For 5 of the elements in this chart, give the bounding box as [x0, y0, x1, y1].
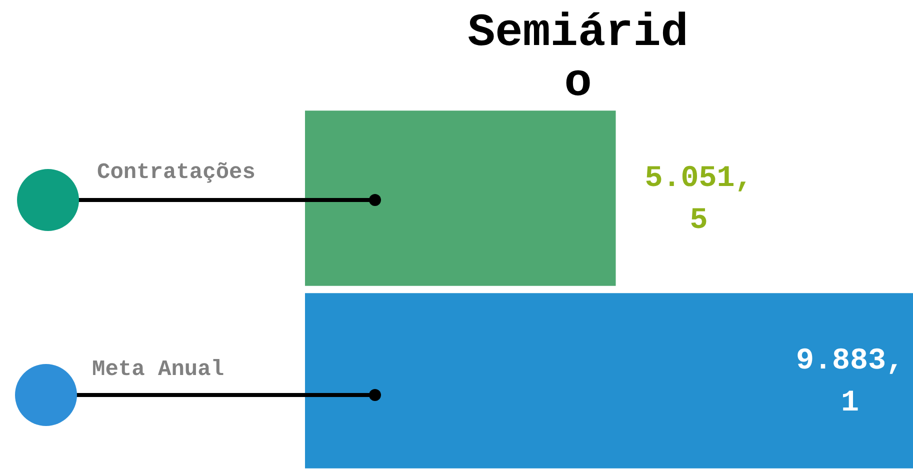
data-label: 9.883,1	[796, 344, 904, 420]
y-tick-label: Meta Anual	[92, 357, 224, 382]
data-label: 5.051,5	[644, 162, 753, 238]
chart-title: Semiárido	[466, 7, 690, 109]
y-tick-label: Contratações	[97, 160, 256, 185]
